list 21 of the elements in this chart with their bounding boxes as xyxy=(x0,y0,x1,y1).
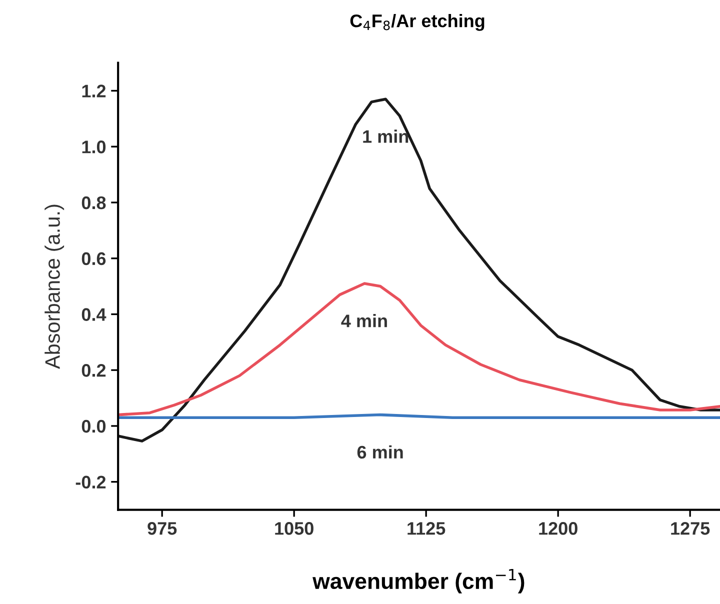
y-tick-label: 0.0 xyxy=(82,420,106,433)
line-series xyxy=(118,282,720,416)
y-axis-title: Absorbance (a.u.) xyxy=(44,204,64,370)
x-tick-label: 1125 xyxy=(408,522,446,535)
series-label: 4 min xyxy=(341,314,387,328)
y-tick-label: 0.2 xyxy=(82,364,106,377)
y-tick-label: 1.2 xyxy=(82,84,106,98)
x-tick-label: 1275 xyxy=(671,522,710,535)
y-tick-label: 0.8 xyxy=(82,196,106,210)
x-tick-label: 975 xyxy=(148,522,177,535)
y-tick-label: 0.4 xyxy=(82,308,106,321)
x-tick-label: 1050 xyxy=(275,522,314,535)
series-label: 6 min xyxy=(357,445,403,459)
y-tick-label: 0.6 xyxy=(82,252,106,266)
chart-title: C$_{4}$F$_{8}$/Ar etching xyxy=(350,14,484,31)
y-tick-label: -0.2 xyxy=(76,476,106,489)
y-tick-label: 1.0 xyxy=(82,140,106,154)
x-axis-title: wavenumber (cm$^{−1}$) xyxy=(312,568,524,594)
line-series xyxy=(118,98,720,442)
series-label: 1 min xyxy=(363,130,408,143)
x-tick-label: 1200 xyxy=(539,522,578,535)
